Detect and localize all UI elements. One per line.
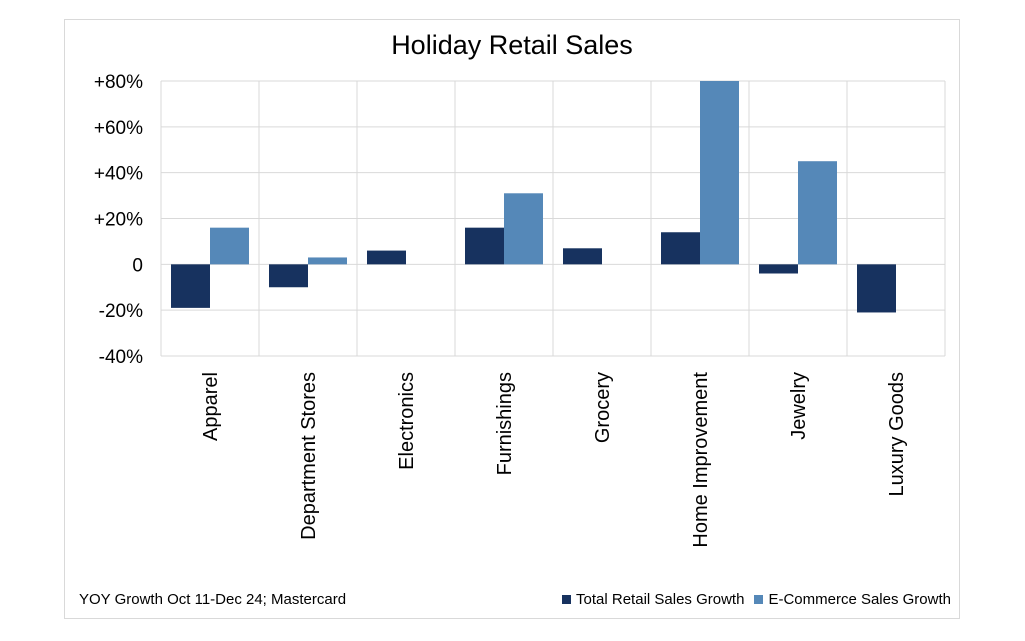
y-tick-label: +80% bbox=[94, 72, 143, 93]
source-note: YOY Growth Oct 11-Dec 24; Mastercard bbox=[79, 591, 347, 608]
bar-total-retail bbox=[857, 264, 896, 313]
bar-total-retail bbox=[759, 264, 798, 274]
y-tick-label: 0 bbox=[132, 255, 143, 276]
x-tick-label: Luxury Goods bbox=[886, 372, 908, 497]
legend-item-total-retail: Total Retail Sales Growth bbox=[562, 591, 744, 608]
legend-swatch-ecommerce bbox=[754, 595, 764, 604]
x-tick-label: Grocery bbox=[592, 372, 614, 443]
legend-label-total-retail: Total Retail Sales Growth bbox=[576, 591, 745, 608]
bar-total-retail bbox=[367, 250, 406, 265]
x-tick-label: Furnishings bbox=[494, 372, 516, 475]
x-tick-label: Electronics bbox=[396, 372, 418, 470]
bar-total-retail bbox=[269, 264, 308, 288]
bar-total-retail bbox=[661, 232, 700, 265]
y-tick-label: +40% bbox=[94, 164, 143, 185]
legend-swatch-total-retail bbox=[562, 595, 572, 604]
x-tick-label: Apparel bbox=[200, 372, 222, 441]
legend-item-ecommerce: E-Commerce Sales Growth bbox=[754, 591, 951, 608]
bar-ecommerce bbox=[504, 193, 543, 265]
y-tick-label: +20% bbox=[94, 210, 143, 231]
legend: Total Retail Sales Growth E-Commerce Sal… bbox=[552, 591, 951, 608]
legend-label-ecommerce: E-Commerce Sales Growth bbox=[768, 591, 951, 608]
x-tick-label: Department Stores bbox=[298, 372, 320, 540]
bar-total-retail bbox=[563, 248, 602, 265]
bar-total-retail bbox=[465, 227, 504, 265]
x-tick-label: Jewelry bbox=[788, 372, 810, 440]
bar-ecommerce bbox=[798, 161, 837, 265]
y-tick-label: +60% bbox=[94, 118, 143, 139]
y-tick-label: -20% bbox=[99, 301, 143, 322]
bar-ecommerce bbox=[210, 227, 249, 265]
chart-title: Holiday Retail Sales bbox=[391, 30, 633, 60]
bar-ecommerce bbox=[308, 257, 347, 265]
y-tick-label: -40% bbox=[99, 347, 143, 368]
x-tick-label: Home Improvement bbox=[690, 372, 712, 548]
bar-ecommerce bbox=[700, 81, 739, 265]
chart-frame bbox=[64, 19, 960, 619]
bar-total-retail bbox=[171, 264, 210, 308]
